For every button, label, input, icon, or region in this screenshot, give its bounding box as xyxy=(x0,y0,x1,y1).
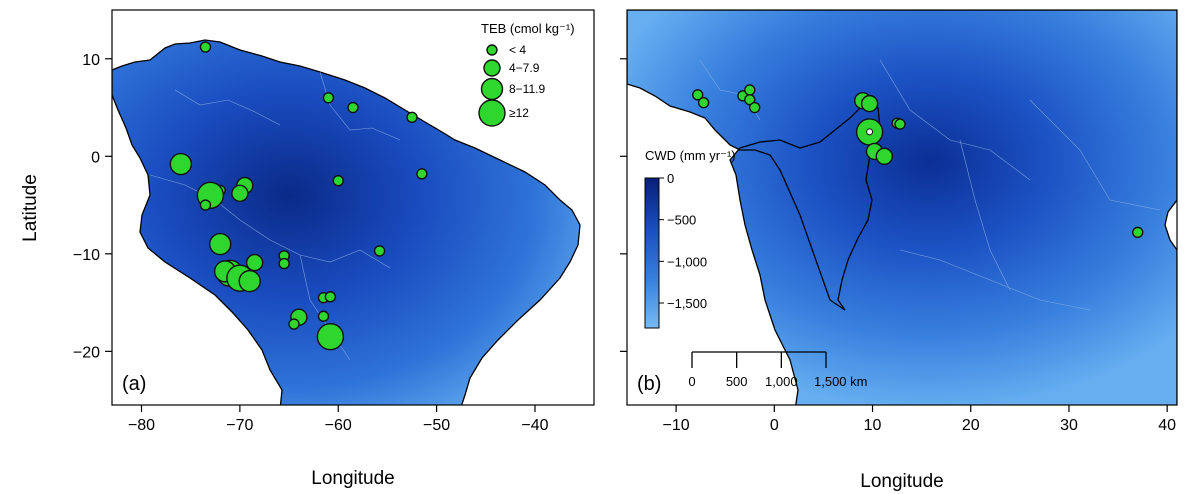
teb-legend: TEB (cmol kg⁻¹) < 4 4−7.9 8−11.9 ≥12 xyxy=(478,21,575,127)
site-marker xyxy=(199,41,212,53)
scale-bar-label: 500 xyxy=(726,374,748,389)
scale-bar-ticks: 0 500 1,000 1,500 km xyxy=(688,352,867,389)
panel-b-x-axis-label: Longitude xyxy=(860,471,943,492)
teb-legend-items: < 4 4−7.9 8−11.9 ≥12 xyxy=(478,43,545,127)
site-marker xyxy=(209,232,232,256)
site-marker xyxy=(744,84,756,96)
legend-symbol xyxy=(480,77,504,101)
panel-a-y-ticks: 10 0 −10 −20 xyxy=(73,52,112,361)
panel-a-x-tick-label: −80 xyxy=(128,417,155,434)
panel-b-x-tick-label: −10 xyxy=(663,417,690,434)
legend-symbol xyxy=(486,44,498,56)
site-marker xyxy=(332,174,344,187)
site-marker xyxy=(316,323,345,351)
panel-b-x-tick-label: 40 xyxy=(1158,417,1176,434)
panel-a-x-tick-label: −60 xyxy=(325,417,352,434)
panel-a-x-tick-label: −40 xyxy=(521,417,548,434)
site-marker-inner xyxy=(866,128,874,136)
site-marker xyxy=(748,101,761,114)
cwd-colorbar-title: CWD (mm yr⁻¹) xyxy=(645,148,736,163)
panel-b-frame xyxy=(626,9,1178,406)
panel-b-label: (b) xyxy=(637,373,661,395)
panel-b-x-tick-label: 0 xyxy=(770,417,779,434)
africa-map xyxy=(627,10,1177,405)
panel-a-label: (a) xyxy=(122,373,146,395)
cwd-colorbar-ramp xyxy=(644,177,660,329)
panel-a-x-ticks: −80 −70 −60 −50 −40 xyxy=(128,405,549,434)
site-marker xyxy=(697,96,710,109)
site-marker xyxy=(199,199,212,211)
site-marker xyxy=(406,111,418,123)
panel-b-x-tick-label: 10 xyxy=(864,417,882,434)
y-axis-label: Latitude xyxy=(20,174,41,242)
legend-label: 8−11.9 xyxy=(509,82,545,96)
legend-label: < 4 xyxy=(509,43,526,57)
panel-a-y-tick-label: 10 xyxy=(82,52,100,69)
site-marker xyxy=(347,101,359,114)
site-marker xyxy=(288,318,300,330)
site-marker xyxy=(245,253,264,272)
site-marker xyxy=(373,245,386,257)
site-marker xyxy=(416,168,428,180)
panel-b-x-tick-label: 20 xyxy=(962,417,980,434)
panel-a-x-tick-label: −70 xyxy=(226,417,253,434)
panel-b-y-tickmarks xyxy=(620,58,627,352)
cwd-colorbar-ticks: 0 −500 −1,000 −1,500 xyxy=(659,171,707,311)
legend-label: 4−7.9 xyxy=(509,61,540,75)
panel-a-y-tick-label: −10 xyxy=(73,247,100,264)
site-marker xyxy=(169,152,193,176)
south-america-landmass xyxy=(112,39,581,405)
legend-label: ≥12 xyxy=(509,106,529,120)
site-marker xyxy=(875,147,894,165)
site-marker xyxy=(322,92,335,104)
site-marker xyxy=(860,94,879,113)
site-marker xyxy=(692,89,704,101)
scale-bar-label: 0 xyxy=(688,374,695,389)
scale-bar-label: 1,500 km xyxy=(814,374,867,389)
africa-landmass xyxy=(627,10,1177,405)
panel-a: −80 −70 −60 −50 −40 100−10−20 (a) Longitude … xyxy=(20,9,595,489)
cwd-colorbar: CWD (mm yr⁻¹) 0 −500 −1,000 −1,500 xyxy=(644,148,736,329)
panel-a-x-axis-label: Longitude xyxy=(311,468,394,489)
site-marker xyxy=(278,257,290,270)
colorbar-tick-label: −500 xyxy=(667,213,696,228)
colorbar-tick-label: 0 xyxy=(667,171,674,186)
colorbar-tick-label: −1,000 xyxy=(667,254,707,269)
site-marker xyxy=(894,118,906,130)
legend-symbol xyxy=(483,59,501,77)
scale-bar: 0 500 1,000 1,500 km xyxy=(688,351,867,389)
panel-a-y-tick-label: −20 xyxy=(73,344,100,361)
panel-a-frame xyxy=(111,9,595,406)
panel-a-x-tick-label: −50 xyxy=(423,417,450,434)
site-marker xyxy=(238,269,261,293)
panel-b-x-tick-label: 30 xyxy=(1060,417,1078,434)
panel-a-y-tick-label: 0 xyxy=(91,149,100,166)
site-marker xyxy=(317,310,330,322)
panel-a-sites xyxy=(169,41,428,351)
teb-legend-title: TEB (cmol kg⁻¹) xyxy=(481,21,575,36)
panel-b: −10 0 10 20 30 40 (b) Longitude CWD (mm yr⁻¹)… xyxy=(620,9,1178,492)
scale-bar-label: 1,000 xyxy=(765,374,798,389)
legend-symbol xyxy=(478,99,506,127)
site-marker xyxy=(1132,226,1144,239)
site-marker xyxy=(231,184,249,203)
site-marker xyxy=(324,291,337,303)
panel-b-x-ticks: −10 0 10 20 30 40 xyxy=(663,405,1176,434)
panel-b-sites xyxy=(692,84,1144,239)
colorbar-tick-label: −1,500 xyxy=(667,296,707,311)
